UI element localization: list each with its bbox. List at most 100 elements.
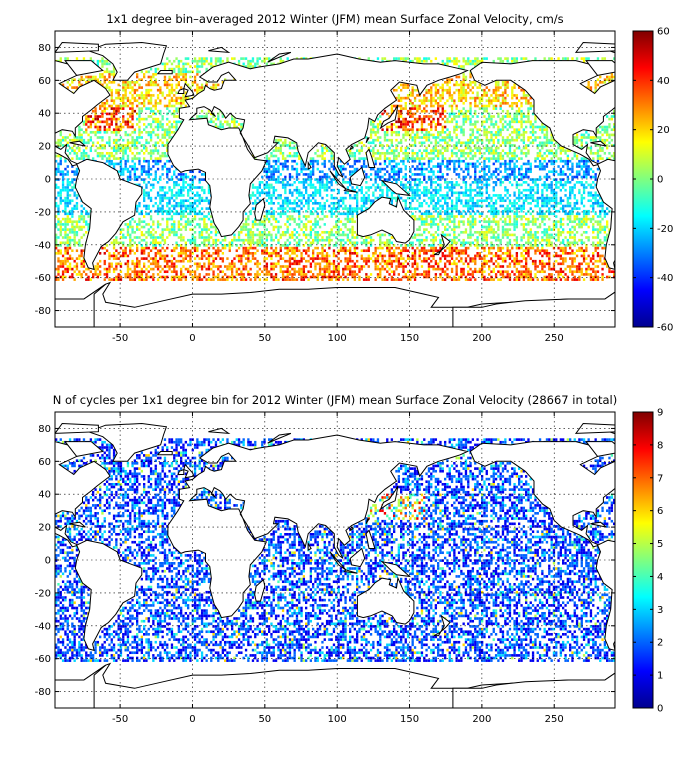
data-bin [173,181,176,184]
data-bin [145,141,148,145]
data-bin [73,220,76,224]
data-bin [522,175,526,179]
data-bin [430,141,433,145]
data-bin [409,207,412,210]
data-bin [318,154,322,158]
data-bin [112,128,116,132]
data-bin [99,152,102,155]
data-bin [189,75,192,79]
data-bin [374,181,377,184]
data-bin [518,183,521,187]
data-bin [430,104,433,108]
data-bin [168,94,171,97]
data-bin [545,202,549,205]
data-bin [312,186,315,189]
data-bin [170,215,174,218]
data-bin [129,81,132,84]
data-bin [562,217,565,221]
data-bin [274,196,278,200]
data-bin [462,170,465,174]
data-bin [515,183,519,187]
data-bin [126,178,130,181]
data-bin [481,186,484,189]
data-bin [464,146,468,150]
data-bin [353,157,357,160]
data-bin [425,212,428,216]
data-bin [300,167,303,171]
data-bin [425,154,428,158]
data-bin [307,194,310,197]
data-bin [522,96,526,100]
data-bin [358,207,361,210]
data-bin [182,215,185,218]
data-bin [126,133,130,137]
data-bin [580,157,583,160]
data-bin [564,204,567,208]
data-bin [124,165,127,168]
data-bin [173,199,176,203]
data-bin [529,170,532,174]
data-bin [61,175,65,179]
data-bin [531,217,535,221]
data-bin [596,159,600,163]
data-bin [133,88,137,92]
data-bin [569,194,572,197]
data-bin [488,157,491,160]
data-bin [404,104,407,108]
data-bin [400,170,403,174]
data-bin [168,125,171,129]
data-bin [272,191,275,195]
data-bin [564,173,567,176]
data-bin [284,162,287,166]
data-bin [464,75,468,79]
data-bin [485,199,488,203]
data-bin [321,157,324,160]
data-bin [578,165,581,168]
data-bin [555,159,558,163]
data-bin [571,220,574,224]
data-bin [191,181,194,184]
data-bin [149,109,153,113]
data-bin [330,181,333,184]
data-bin [367,188,370,192]
data-bin [504,81,507,84]
data-bin [374,125,377,129]
data-bin [478,138,482,142]
data-bin [446,136,449,139]
data-bin [96,62,100,66]
data-bin [159,157,162,160]
data-bin [548,209,551,213]
data-bin [318,207,322,210]
data-bin [207,186,211,189]
data-bin [411,104,414,108]
data-bin [430,102,433,105]
data-bin [166,196,169,200]
data-bin [464,59,468,63]
data-bin [446,217,449,221]
data-bin [286,196,289,200]
data-bin [353,196,357,200]
data-bin [425,138,428,142]
data-bin [78,133,81,137]
data-bin [147,212,150,216]
data-bin [351,212,354,216]
data-bin [562,223,565,226]
data-bin [488,175,491,179]
data-bin [293,188,296,192]
data-bin [175,73,178,76]
data-bin [136,94,139,97]
data-bin [464,157,468,160]
data-bin [582,209,586,213]
data-bin [397,86,401,89]
data-bin [527,107,530,110]
data-bin [506,154,509,158]
data-bin [474,170,477,174]
data-bin [520,183,523,187]
data-bin [499,181,502,184]
data-bin [156,83,160,87]
data-bin [506,175,509,179]
data-bin [499,196,502,200]
data-bin [143,146,146,150]
data-bin [545,131,549,134]
data-bin [108,86,111,89]
